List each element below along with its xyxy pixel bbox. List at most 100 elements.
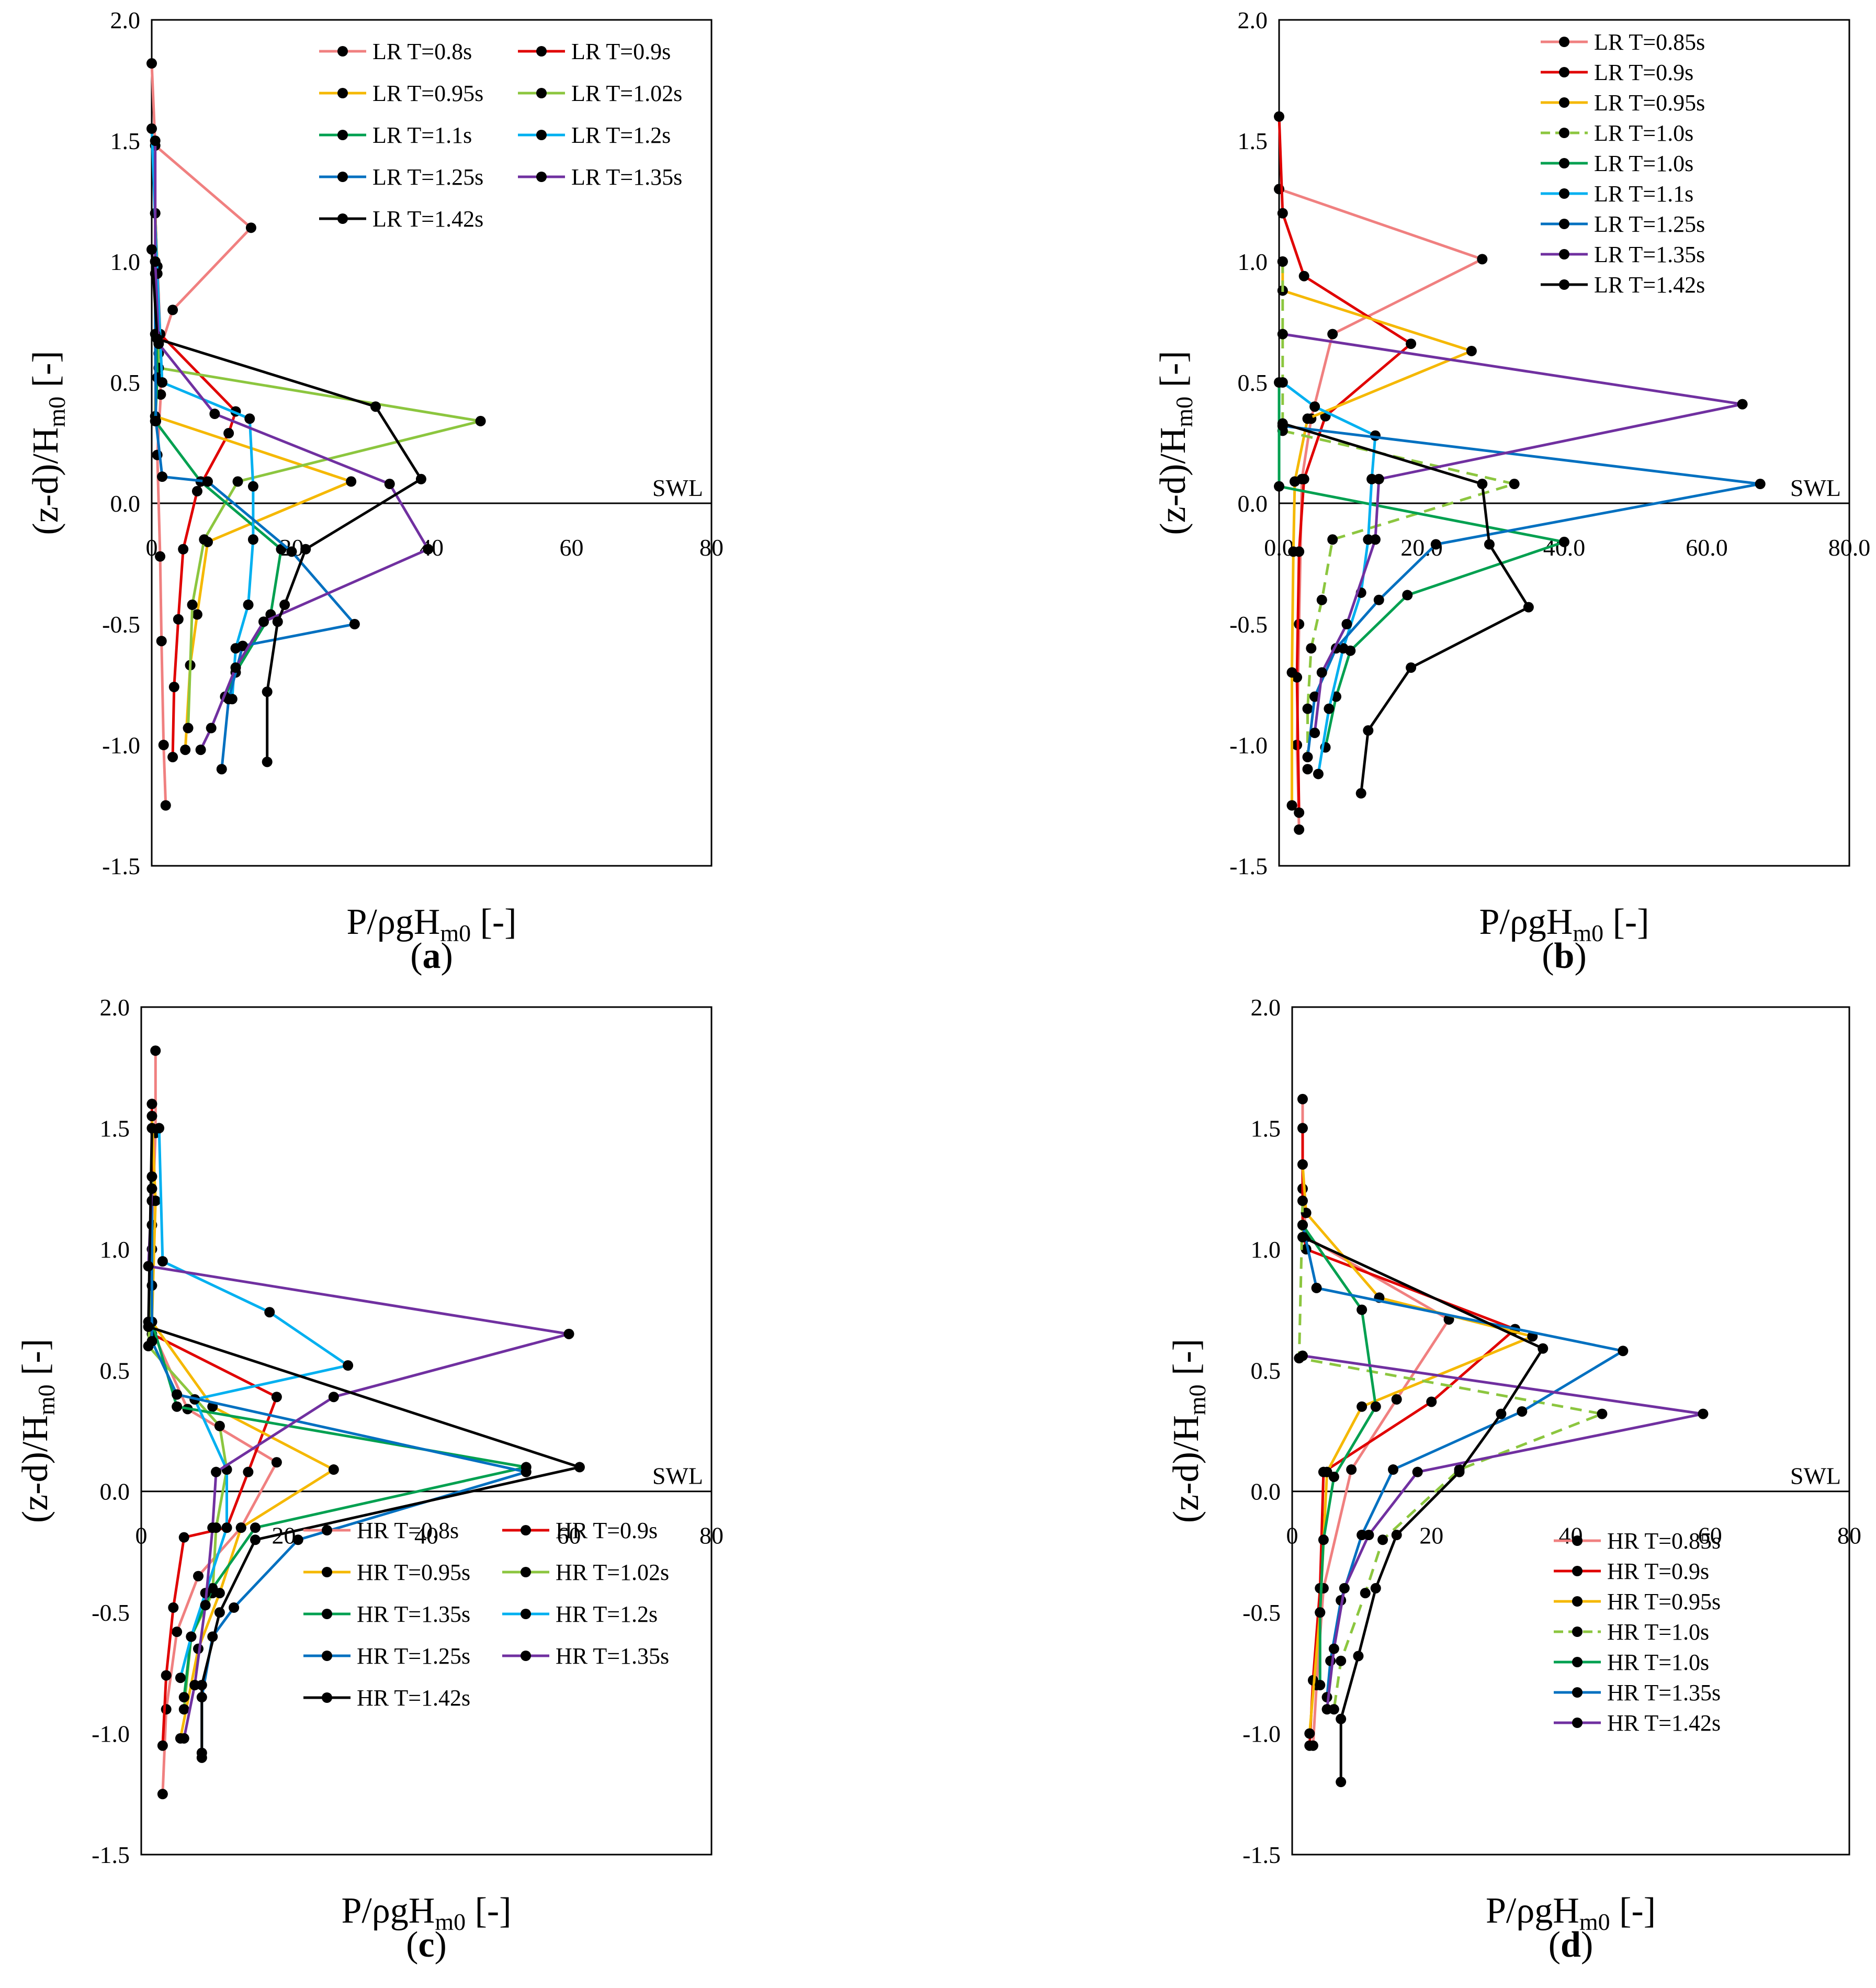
data-point: [161, 1670, 172, 1681]
data-point: [1297, 1093, 1308, 1104]
swl-annotation: SWL: [1790, 1463, 1841, 1489]
data-point: [262, 756, 273, 767]
data-point: [1353, 1651, 1364, 1662]
data-point: [168, 1602, 179, 1613]
legend-label-6: HR T=1.25s: [357, 1643, 470, 1669]
panel-label-open: (: [406, 1925, 418, 1965]
data-point: [183, 722, 194, 733]
legend-label-2: HR T=0.95s: [1607, 1589, 1721, 1614]
legend-label-3: LR T=1.0s: [1594, 120, 1693, 146]
y-tick-label: 1.5: [1251, 1115, 1281, 1142]
data-point: [146, 244, 157, 255]
data-point: [160, 800, 171, 811]
data-point: [1297, 1123, 1308, 1134]
data-point: [191, 485, 202, 496]
panel-label-letter: b: [1554, 936, 1575, 976]
series-line-7: [154, 141, 430, 751]
data-point: [1466, 345, 1477, 356]
data-point: [1357, 1401, 1368, 1412]
data-point: [1327, 329, 1338, 340]
data-point: [1538, 1343, 1549, 1354]
data-point: [1277, 418, 1288, 429]
data-point: [196, 1747, 207, 1758]
data-point: [146, 1123, 157, 1134]
data-point: [161, 1704, 172, 1715]
data-point: [172, 1626, 183, 1637]
y-axis-title-main: (z-d)/H: [26, 427, 66, 535]
data-point: [1297, 1350, 1308, 1361]
x-tick-label: 40: [414, 1522, 438, 1549]
data-point: [423, 544, 434, 555]
data-point: [1328, 1471, 1339, 1482]
y-axis-title-main: (z-d)/H: [15, 1415, 55, 1523]
data-point: [1309, 727, 1320, 738]
legend: HR T=0.85s HR T=0.9s HR T=0.95s HR T=1.0s HR…: [1554, 1528, 1721, 1736]
y-axis-title: (z-d)/Hm0 [-]: [26, 351, 70, 535]
legend-marker-1: [1572, 1566, 1583, 1576]
y-tick-label: -0.5: [1229, 611, 1268, 638]
x-axis-title-sub: m0: [440, 920, 471, 946]
data-point: [172, 1389, 183, 1400]
panel-c: 2.01.51.00.50.0-0.5-1.0-1.50 20 40 60 80SWLP…: [15, 994, 724, 1965]
data-point: [272, 616, 283, 627]
x-tick-label: 0.0: [1264, 534, 1294, 561]
series-line-2: [1281, 262, 1473, 806]
data-point: [173, 614, 184, 625]
data-point: [245, 222, 256, 233]
data-point: [247, 481, 258, 492]
data-point: [143, 1321, 154, 1332]
legend-label-6: HR T=1.42s: [1607, 1710, 1721, 1736]
data-point: [223, 694, 234, 705]
data-point: [146, 1111, 157, 1122]
legend-label-5: LR T=1.1s: [1594, 181, 1693, 207]
legend-marker-1: [1559, 67, 1569, 77]
data-point: [1297, 1219, 1308, 1230]
data-point: [1316, 594, 1327, 605]
data-point: [150, 1045, 161, 1056]
legend-marker-6: [337, 172, 348, 182]
legend-marker-5: [521, 1609, 531, 1619]
data-point: [180, 744, 191, 755]
panel-d: 2.01.51.00.50.0-0.5-1.0-1.50 20 40 60 80SWLP…: [1166, 994, 1861, 1965]
x-axis-title-main: P/ρgH: [1479, 902, 1573, 942]
panel-label-close: ): [1574, 936, 1586, 976]
series-line-8: [150, 249, 423, 762]
data-point: [232, 476, 243, 487]
y-axis-title-main: (z-d)/H: [1166, 1415, 1206, 1523]
y-axis-title-tail: [-]: [15, 1339, 55, 1384]
legend-label-8: HR T=1.42s: [357, 1685, 470, 1711]
x-tick-label: 0: [146, 534, 158, 561]
data-point: [1412, 1466, 1423, 1477]
data-point: [1523, 602, 1534, 613]
legend-label-5: HR T=1.35s: [1607, 1680, 1721, 1705]
series-line-0: [147, 1051, 278, 1794]
data-point: [196, 1680, 207, 1690]
data-point: [1477, 254, 1488, 265]
data-point: [168, 682, 179, 693]
x-axis-title-tail: [-]: [1610, 1891, 1656, 1931]
x-tick-label: 60: [1698, 1522, 1722, 1549]
legend-label-1: LR T=0.9s: [571, 39, 671, 64]
data-point: [292, 1534, 303, 1545]
y-axis-title-main: (z-d)/H: [1153, 427, 1193, 535]
data-point: [1737, 399, 1748, 410]
data-point: [211, 1466, 222, 1477]
panel-label-letter: a: [423, 936, 441, 976]
data-point: [230, 662, 241, 673]
legend-label-2: LR T=0.95s: [1594, 90, 1705, 116]
legend-marker-5: [1559, 188, 1569, 199]
panel-label-close: ): [435, 1925, 447, 1965]
y-tick-label: 0.5: [1251, 1357, 1281, 1384]
series-line-6: [1282, 424, 1762, 758]
data-point: [178, 544, 189, 555]
legend-marker-4: [337, 130, 348, 140]
legend-label-0: HR T=0.8s: [357, 1518, 459, 1543]
data-point: [1509, 479, 1520, 490]
data-point: [155, 389, 166, 400]
data-point: [343, 1360, 354, 1371]
data-point: [370, 401, 381, 412]
data-point: [199, 534, 210, 545]
data-point: [1391, 1394, 1402, 1405]
series-line-3: [1297, 1201, 1603, 1710]
y-tick-label: 0.0: [1251, 1478, 1281, 1505]
